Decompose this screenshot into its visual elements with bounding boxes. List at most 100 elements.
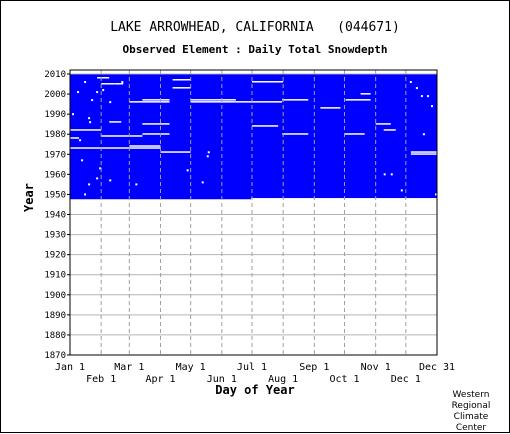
credit-line: Center — [455, 423, 487, 433]
missing-point — [84, 81, 87, 84]
missing-point — [434, 193, 437, 196]
x-tick-label: May 1 — [176, 362, 206, 373]
missing-segment — [172, 79, 191, 81]
missing-segment — [410, 151, 437, 153]
missing-segment — [251, 81, 284, 83]
missing-point — [186, 169, 189, 172]
y-tick-label: 1990 — [44, 110, 66, 120]
missing-point — [135, 183, 138, 186]
missing-segment — [101, 83, 115, 85]
missing-segment — [142, 99, 170, 101]
missing-point — [79, 139, 82, 142]
y-tick-label: 1970 — [44, 150, 66, 160]
x-tick-label: Jun 1 — [207, 374, 237, 385]
y-axis-label: Year — [22, 183, 36, 212]
missing-segment — [190, 99, 236, 101]
missing-segment — [129, 145, 161, 147]
missing-point — [426, 95, 429, 98]
wrcc-credit: Western Regional Climate Center — [449, 390, 493, 434]
missing-point — [121, 81, 124, 84]
missing-point — [383, 173, 386, 176]
x-tick-label: Dec 31 — [419, 362, 455, 373]
y-tick-label: 1960 — [44, 170, 66, 180]
missing-point — [409, 81, 412, 84]
x-tick-label: Apr 1 — [145, 374, 175, 385]
missing-point — [206, 155, 209, 158]
missing-segment — [70, 147, 130, 149]
missing-point — [390, 173, 393, 176]
x-tick-label: Mar 1 — [114, 362, 144, 373]
y-tick-label: 1980 — [44, 130, 66, 140]
missing-point — [415, 87, 418, 90]
y-tick-label: 1950 — [44, 190, 66, 200]
x-tick-label: Jan 1 — [55, 362, 85, 373]
y-tick-label: 1900 — [44, 291, 66, 301]
missing-point — [102, 89, 105, 92]
missing-point — [420, 95, 423, 98]
missing-segment — [70, 129, 102, 131]
missing-segment — [375, 123, 391, 125]
x-tick-label: Dec 1 — [391, 374, 421, 385]
chart-title: LAKE ARROWHEAD, CALIFORNIA (044671) — [110, 20, 400, 35]
missing-segment — [172, 87, 191, 89]
missing-segment — [142, 133, 170, 135]
observed-data-block — [250, 74, 437, 199]
credit-line: Climate — [453, 412, 489, 422]
y-tick-label: 1930 — [44, 231, 66, 241]
missing-point — [81, 159, 84, 162]
missing-segment — [70, 137, 80, 139]
credit-line: Regional — [451, 401, 491, 411]
missing-segment — [109, 121, 122, 123]
missing-point — [201, 181, 204, 184]
missing-point — [422, 133, 425, 136]
missing-segment — [114, 83, 124, 85]
missing-segment — [360, 93, 371, 95]
missing-segment — [235, 101, 283, 103]
x-tick-label: Sep 1 — [299, 362, 329, 373]
x-tick-label: Oct 1 — [329, 374, 359, 385]
missing-segment — [97, 77, 110, 79]
missing-segment — [410, 153, 437, 155]
y-tick-label: 2010 — [44, 70, 66, 80]
x-tick-label: Feb 1 — [86, 374, 116, 385]
missing-segment — [101, 135, 143, 137]
plot-border — [69, 69, 438, 356]
missing-segment — [129, 101, 170, 103]
missing-point — [96, 177, 99, 180]
missing-segment — [129, 147, 161, 149]
x-axis-label: Day of Year — [215, 383, 295, 397]
missing-point — [77, 91, 80, 94]
y-tick-label: 1940 — [44, 211, 66, 221]
missing-point — [88, 117, 91, 120]
y-tick-label: 1870 — [44, 351, 66, 361]
missing-segment — [344, 133, 365, 135]
missing-segment — [345, 99, 371, 101]
missing-point — [109, 101, 112, 104]
missing-point — [430, 105, 433, 108]
y-tick-label: 1920 — [44, 251, 66, 261]
y-tick-label: 2000 — [44, 90, 66, 100]
missing-segment — [190, 101, 236, 103]
missing-point — [88, 183, 91, 186]
missing-point — [109, 179, 112, 182]
x-tick-label: Aug 1 — [268, 374, 298, 385]
credit-line: Western — [452, 390, 490, 400]
missing-segment — [142, 123, 170, 125]
missing-segment — [251, 125, 279, 127]
missing-point — [99, 167, 102, 170]
x-tick-label: Jul 1 — [237, 362, 267, 373]
missing-point — [96, 91, 99, 94]
y-tick-label: 1890 — [44, 311, 66, 321]
y-tick-label: 1910 — [44, 271, 66, 281]
missing-segment — [282, 133, 309, 135]
missing-point — [207, 151, 210, 154]
missing-point — [91, 99, 94, 102]
x-tick-label: Nov 1 — [361, 362, 391, 373]
missing-point — [72, 113, 75, 116]
missing-segment — [320, 107, 341, 109]
missing-point — [89, 121, 92, 124]
missing-segment — [383, 129, 396, 131]
y-tick-label: 1880 — [44, 331, 66, 341]
missing-segment — [282, 99, 309, 101]
